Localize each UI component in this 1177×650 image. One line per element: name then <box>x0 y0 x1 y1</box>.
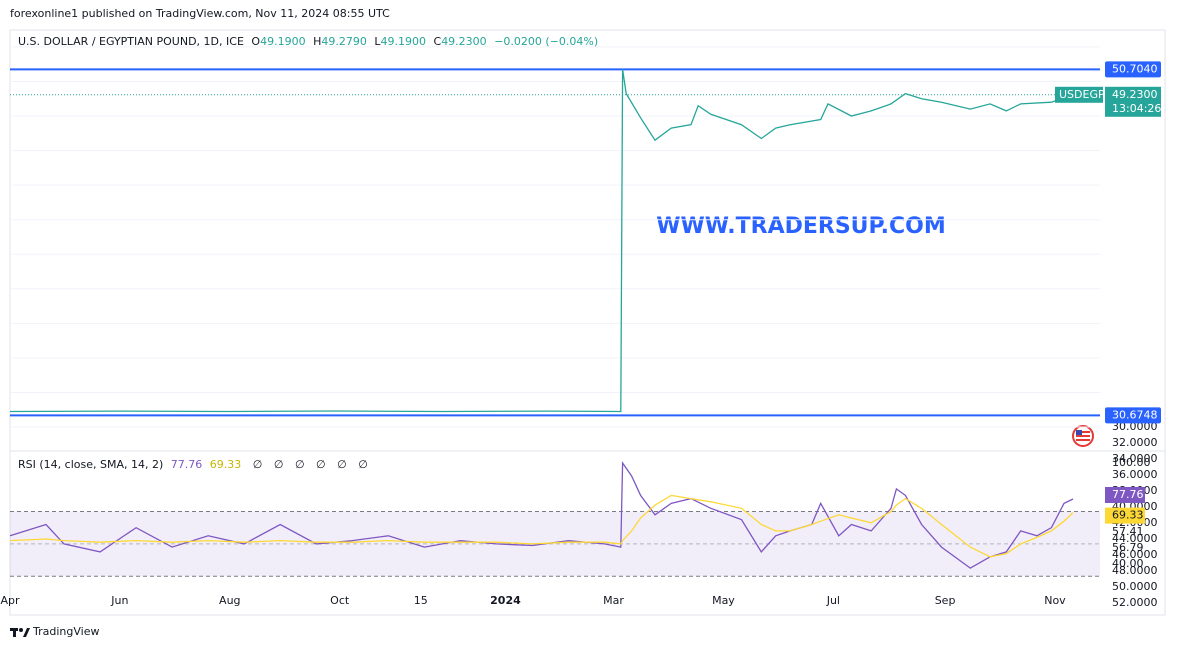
frame <box>9 29 1166 616</box>
ohlc-name: C <box>434 35 442 48</box>
ohlc-value: 49.1900 <box>381 35 427 48</box>
series-line <box>9 494 1074 558</box>
x-tick-label: 15 <box>414 594 428 607</box>
ohlc-value: 49.1900 <box>260 35 306 48</box>
x-tick-label: Oct <box>330 594 350 607</box>
placeholder: ∅ <box>295 458 305 471</box>
x-tick-label: May <box>712 594 735 607</box>
price-tag-label: 30.6748 <box>1112 408 1158 421</box>
y-tick-label: 52.0000 <box>1112 596 1158 609</box>
series-line <box>9 69 1074 413</box>
y-tick-label: 32.0000 <box>1112 436 1158 449</box>
x-tick-label: Jul <box>826 594 840 607</box>
last-tag-time: 13:04:26 <box>1112 102 1161 115</box>
rsi-band <box>10 511 1100 577</box>
series-line <box>9 460 1074 569</box>
last-tag <box>1105 86 1161 117</box>
y-tick-label: 44.0000 <box>1112 532 1158 545</box>
x-tick-label: Jun <box>110 594 128 607</box>
rsi-value: 77.76 <box>171 458 203 471</box>
price-legend: U.S. DOLLAR / EGYPTIAN POUND, 1D, ICE O4… <box>18 35 598 48</box>
y-tick-label: 34.0000 <box>1112 452 1158 465</box>
rsi-title: RSI (14, close, SMA, 14, 2) <box>18 458 163 471</box>
placeholder: ∅ <box>358 458 368 471</box>
x-tick-label: Aug <box>219 594 240 607</box>
placeholder: ∅ <box>274 458 284 471</box>
y-tick-label: 56.79 <box>1112 541 1144 554</box>
y-tick-label: 40.00 <box>1112 557 1144 570</box>
tv-logo <box>10 628 30 637</box>
watermark: WWW.TRADERSUP.COM <box>656 214 945 239</box>
sma-value: 69.33 <box>210 458 242 471</box>
value-tag <box>1105 486 1145 503</box>
ohlc-value: 49.2300 <box>441 35 487 48</box>
x-tick-label: Nov <box>1044 594 1066 607</box>
x-tick-label: Mar <box>603 594 624 607</box>
price-tag-label: 50.7040 <box>1112 62 1158 75</box>
change: −0.0200 (−0.04%) <box>494 35 598 48</box>
y-tick-label: 36.0000 <box>1112 468 1158 481</box>
y-tick-label: 50.0000 <box>1112 580 1158 593</box>
y-tick-label: 100.00 <box>1112 456 1151 469</box>
price-tag <box>1105 61 1161 78</box>
rsi-legend: RSI (14, close, SMA, 14, 2) 77.76 69.33 … <box>18 458 368 471</box>
ohlc-name: H <box>313 35 321 48</box>
ohlc-name: O <box>251 35 260 48</box>
y-tick-label: 57.41 <box>1112 525 1144 538</box>
x-tick-label: Apr <box>0 594 20 607</box>
symbol-title: U.S. DOLLAR / EGYPTIAN POUND, 1D, ICE <box>18 35 244 48</box>
placeholder: ∅ <box>316 458 326 471</box>
value-tag-label: 69.33 <box>1112 509 1144 522</box>
flag-icon <box>1072 425 1094 447</box>
footer-brand: TradingView <box>32 625 99 638</box>
y-tick-label: 46.0000 <box>1112 548 1158 561</box>
placeholder: ∅ <box>253 458 263 471</box>
publisher: forexonline1 published on TradingView.co… <box>10 7 390 20</box>
y-tick-label: 48.0000 <box>1112 564 1158 577</box>
price-tag <box>1105 407 1161 424</box>
ohlc-value: 49.2790 <box>321 35 367 48</box>
x-tick-label: 2024 <box>490 594 521 607</box>
ohlc-name: L <box>374 35 381 48</box>
symbol-tag-label: USDEGP <box>1059 88 1105 101</box>
last-tag-label: 49.2300 <box>1112 88 1158 101</box>
value-tag-label: 77.76 <box>1112 488 1144 501</box>
value-tag <box>1105 507 1145 524</box>
symbol-tag <box>1055 86 1103 103</box>
placeholder: ∅ <box>337 458 347 471</box>
x-tick-label: Sep <box>935 594 956 607</box>
